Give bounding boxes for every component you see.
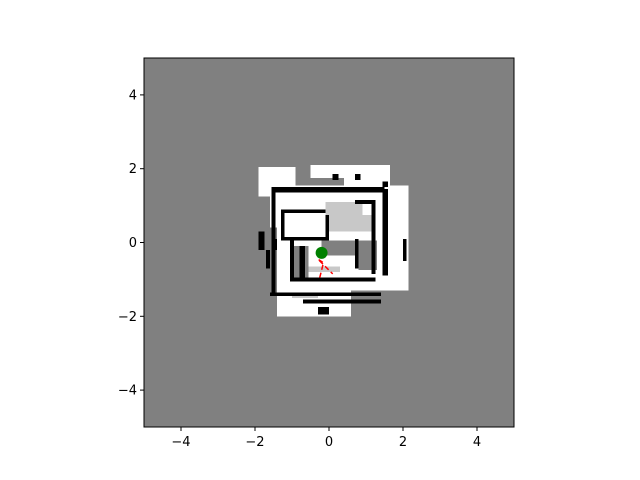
occupied-cell — [290, 236, 294, 282]
y-tick-label: −2 — [118, 310, 137, 325]
occupied-cell — [382, 181, 389, 188]
unknown-pocket — [321, 240, 355, 256]
occupied-cell — [354, 238, 359, 269]
y-tick-label: 0 — [129, 236, 137, 251]
occupied-cell — [266, 249, 270, 269]
occupied-cell — [290, 277, 376, 282]
occupied-cell — [403, 238, 407, 261]
occupied-cell — [280, 236, 329, 241]
occupied-cell — [317, 307, 329, 315]
x-tick-label: −2 — [245, 435, 264, 450]
occupied-cell — [271, 187, 385, 193]
partial-region — [325, 201, 363, 232]
occupied-cell — [371, 200, 376, 274]
partial-region — [306, 266, 341, 273]
x-tick-label: 2 — [399, 435, 407, 450]
x-tick-label: 0 — [325, 435, 333, 450]
free-region — [310, 165, 344, 178]
axes: −4 −2 0 2 4 −4 −2 0 2 4 — [118, 57, 515, 450]
occupied-cell — [325, 214, 329, 241]
planned-path — [317, 258, 334, 278]
occupied-cell — [332, 174, 339, 180]
occupied-cell — [273, 238, 278, 250]
free-region — [390, 189, 409, 278]
robot-marker — [315, 246, 328, 259]
occupied-cell — [269, 292, 381, 296]
y-tick-label: 2 — [129, 162, 137, 177]
occupied-cell — [299, 246, 305, 278]
occupied-cell — [354, 200, 376, 204]
x-tick-label: −4 — [171, 435, 190, 450]
occupied-cell — [280, 209, 326, 213]
x-tick-label: 4 — [473, 435, 481, 450]
occupied-cell — [258, 231, 265, 250]
plot-area — [144, 58, 514, 427]
y-tick-label: −4 — [118, 384, 137, 399]
occupied-cell — [382, 189, 389, 276]
occupied-cell — [303, 299, 381, 304]
occupied-cell — [280, 209, 285, 239]
occupied-cell — [354, 174, 361, 180]
y-tick-label: 4 — [129, 88, 137, 103]
